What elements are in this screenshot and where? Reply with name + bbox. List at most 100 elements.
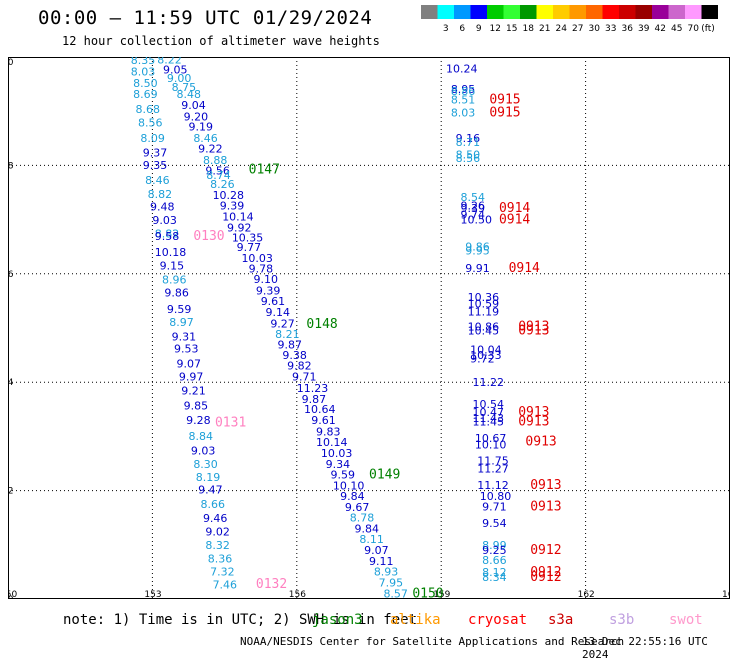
pass-time-label: 0915 [489,106,520,121]
legend-label: 42 [655,24,666,34]
wave-height-value: 9.78 [249,263,274,276]
wave-height-value: 9.02 [205,526,230,539]
wave-height-value: 10.14 [222,211,254,224]
wave-height-value: 8.88 [203,154,228,167]
legend-label: 24 [556,24,568,34]
legend-label: 3 [443,24,449,34]
wave-height-value: 11.75 [477,455,509,468]
wave-height-plot: 1501531561591621652022242628308.358.229.… [8,57,730,599]
wave-height-value: 9.07 [176,358,201,371]
y-tick-label: 26 [8,270,14,280]
wave-height-value: 9.71 [482,501,507,514]
wave-height-value: 10.47 [472,406,504,419]
wave-height-value: 9.07 [364,544,389,557]
legend-swatch [635,5,652,19]
wave-height-value: 9.54 [482,517,507,530]
wave-height-value: 9.37 [143,147,168,160]
wave-height-value: 9.59 [330,469,355,482]
x-tick-label: 165 [722,590,730,599]
x-tick-label: 150 [8,590,17,599]
wave-height-value: 8.71 [456,136,481,149]
legend-label: 6 [459,24,465,34]
wave-height-value: 9.16 [456,132,481,145]
wave-height-value: 8.35 [131,57,156,67]
pass-time-label: 0150 [412,586,443,599]
mission-jason3: jason3 [312,612,363,628]
y-tick-label: 22 [8,487,13,497]
wave-height-value: 10.33 [470,349,502,362]
wave-height-value: 8.11 [359,533,384,546]
plot-frame [8,57,730,599]
wave-height-value: 8.66 [482,554,507,567]
wave-height-value: 9.00 [167,72,192,85]
wave-height-value: 9.21 [181,385,206,398]
wave-height-value: 7.32 [210,566,235,579]
wave-height-value: 9.67 [345,501,370,514]
footer-note: note: 1) Time is in UTC; 2) SWH is in fe… [63,612,418,628]
legend-swatch [569,5,586,19]
legend-swatch [487,5,504,19]
wave-height-value: 8.97 [169,316,194,329]
wave-height-value: 9.20 [184,110,209,123]
wave-height-value: 9.84 [340,490,365,503]
wave-height-value: 8.50 [133,77,158,90]
legend-unit: (ft) [701,24,715,34]
wave-height-value: 10.45 [468,325,500,338]
wave-height-value: 9.19 [189,121,214,134]
map-title: 00:00 — 11:59 UTC 01/29/2024 [38,7,373,29]
wave-height-value: 10.36 [468,291,500,304]
wave-height-value: 8.56 [456,152,481,165]
wave-height-value: 8.68 [136,103,161,116]
wave-height-value: 9.84 [355,522,380,535]
pass-time-label: 0914 [509,261,540,276]
wave-height-value: 8.82 [148,188,173,201]
wave-height-value: 9.47 [198,483,223,496]
wave-height-value: 10.14 [316,436,348,449]
wave-height-value: 9.91 [465,262,490,275]
wave-height-value: 9.26 [460,199,485,212]
wave-height-value: 10.10 [333,480,365,493]
legend-swatch [701,5,718,19]
wave-height-value: 9.03 [152,214,177,227]
legend-swatch [536,5,553,19]
wave-height-value: 11.19 [468,306,500,319]
wave-height-value: 9.25 [482,544,507,557]
wave-height-value: 9.04 [181,99,206,112]
pass-time-label: 0913 [525,435,556,450]
legend-label: 30 [589,24,601,34]
pass-time-label: 0912 [530,565,561,580]
mission-swot: swot [669,612,703,628]
wave-height-value: 11.45 [472,416,504,429]
y-tick-label: 20 [8,595,14,599]
pass-time-label: 0914 [499,201,530,216]
wave-height-value: 9.85 [184,399,209,412]
legend-label: 18 [523,24,535,34]
x-tick-label: 162 [578,590,595,599]
pass-time-label: 0132 [256,577,287,592]
wave-height-value: 9.87 [302,393,327,406]
wave-height-value: 7.46 [213,579,238,592]
wave-height-value: 10.24 [446,63,478,76]
legend-swatch [685,5,702,19]
wave-height-value: 9.15 [160,259,185,272]
footer-stamp: 13 Dec 22:55:16 UTC 2024 [582,635,708,661]
pass-time-label: 0130 [193,229,224,244]
wave-height-value: 9.22 [198,142,223,155]
legend-label: 27 [572,24,583,34]
wave-height-value: 8.66 [201,498,226,511]
pass-time-label: 0914 [499,212,530,227]
wave-height-value: 8.57 [383,587,408,599]
legend-swatch [586,5,603,19]
wave-height-value: 8.48 [176,88,201,101]
wave-height-value: 9.31 [172,330,197,343]
wave-height-value: 9.03 [191,444,216,457]
legend-label: 21 [539,24,550,34]
wave-height-value: 8.86 [451,85,476,98]
wave-height-value: 10.80 [480,490,512,503]
wave-height-value: 11.23 [297,382,329,395]
wave-height-value: 11.27 [477,463,509,476]
wave-height-value: 8.96 [162,274,187,287]
wave-height-value: 9.39 [220,199,245,212]
wave-height-value: 9.14 [266,306,291,319]
